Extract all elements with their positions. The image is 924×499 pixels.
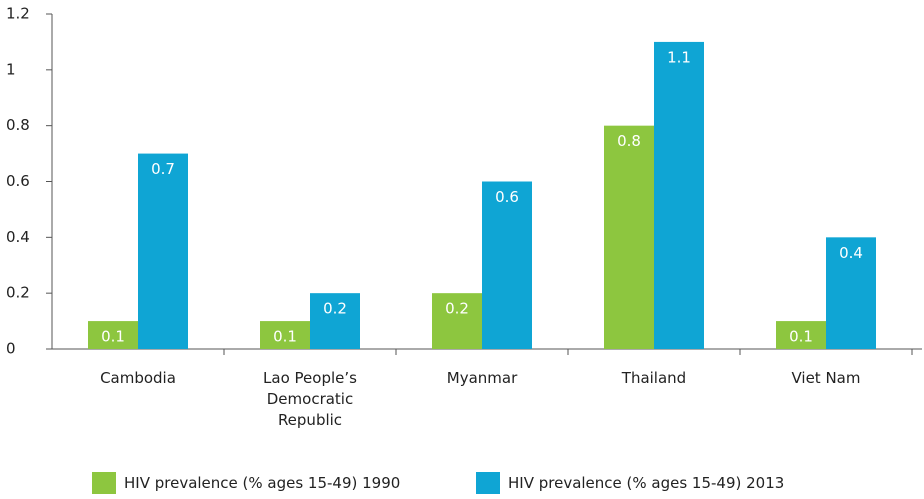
data-label: 0.2 — [323, 300, 347, 318]
x-tick-label: Lao People’s Democratic Republic — [263, 369, 357, 429]
bar — [310, 293, 360, 349]
bar — [432, 293, 482, 349]
y-tick-label: 0 — [6, 340, 16, 358]
bar — [88, 321, 138, 349]
data-label: 1.1 — [667, 48, 691, 66]
y-tick-label: 0.2 — [6, 284, 30, 302]
data-label: 0.4 — [839, 244, 863, 262]
y-tick-label: 0.6 — [6, 172, 30, 190]
data-label: 0.1 — [789, 328, 813, 346]
x-tick-label: Myanmar — [446, 369, 518, 387]
data-label: 0.2 — [445, 300, 469, 318]
legend-label: HIV prevalence (% ages 15-49) 2013 — [508, 474, 785, 492]
legend-swatch — [476, 472, 500, 494]
x-tick-label: Viet Nam — [791, 369, 861, 387]
data-label: 0.1 — [101, 328, 125, 346]
bar — [826, 237, 876, 349]
y-tick-label: 0.4 — [6, 228, 30, 246]
data-label: 0.1 — [273, 328, 297, 346]
bar — [482, 181, 532, 349]
bar — [654, 41, 704, 350]
data-label: 0.7 — [151, 160, 175, 178]
bar — [138, 153, 188, 349]
legend-item: HIV prevalence (% ages 15-49) 1990 — [92, 472, 400, 494]
legend-item: HIV prevalence (% ages 15-49) 2013 — [476, 472, 784, 494]
y-tick-label: 1 — [6, 60, 16, 78]
bar — [260, 321, 310, 349]
x-tick-label: Thailand — [621, 369, 687, 387]
y-tick-label: 0.8 — [6, 116, 30, 134]
bar — [776, 321, 826, 349]
data-label: 0.8 — [617, 132, 641, 150]
bar — [604, 125, 654, 350]
data-label: 0.6 — [495, 188, 519, 206]
x-tick-label: Cambodia — [100, 369, 176, 387]
legend-swatch — [92, 472, 116, 494]
legend-label: HIV prevalence (% ages 15-49) 1990 — [124, 474, 401, 492]
y-tick-label: 1.2 — [6, 5, 30, 23]
